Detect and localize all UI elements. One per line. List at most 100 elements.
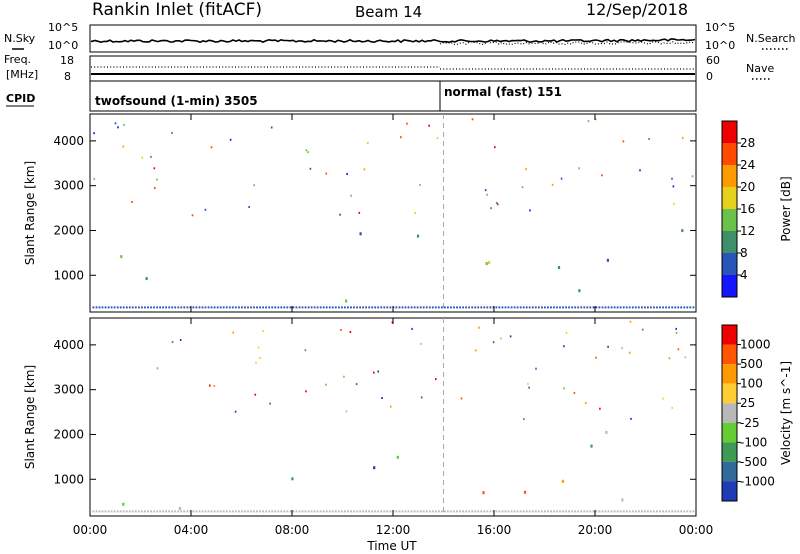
colorbar-frame	[721, 324, 738, 502]
echo-cell	[419, 183, 421, 186]
noise-sky-trace	[90, 38, 696, 44]
echo-cell	[691, 175, 694, 178]
echo-cell	[522, 306, 525, 309]
echo-cell	[441, 306, 443, 309]
echo-cell	[110, 510, 113, 513]
echo-cell	[628, 306, 631, 309]
echo-cell	[362, 306, 364, 309]
echo-cell	[583, 510, 586, 513]
nave-tick-bottom: 0	[706, 70, 713, 83]
echo-cell	[656, 306, 658, 309]
echo-cell	[428, 510, 431, 513]
echo-cell	[338, 510, 340, 513]
echo-cell	[537, 306, 540, 309]
echo-cell	[541, 510, 543, 513]
echo-cell	[159, 306, 161, 309]
echo-cell	[619, 306, 622, 309]
echo-cell	[298, 510, 301, 513]
echo-cell	[629, 320, 632, 323]
echo-cell	[590, 444, 593, 448]
echo-cell	[350, 194, 352, 197]
echo-cell	[634, 306, 637, 309]
echo-cell	[174, 510, 177, 513]
echo-cell	[179, 339, 182, 341]
nave-tick-top: 60	[706, 54, 720, 67]
noise-left-tick-top: 10^5	[48, 21, 78, 34]
echo-cell	[341, 510, 343, 513]
echo-cell	[677, 348, 680, 351]
echo-cell	[345, 410, 348, 413]
echo-cell	[668, 357, 671, 360]
echo-cell	[256, 306, 258, 309]
echo-cell	[225, 510, 228, 513]
echo-cell	[307, 151, 309, 154]
echo-cell	[189, 306, 192, 309]
echo-cell	[647, 510, 649, 513]
echo-cell	[671, 510, 674, 513]
echo-cell	[641, 328, 644, 331]
echo-cell	[213, 385, 216, 387]
echo-cell	[425, 306, 428, 309]
echo-cell	[147, 306, 149, 309]
echo-cell	[610, 510, 613, 513]
echo-cell	[162, 306, 164, 309]
colorbar-swatch	[722, 422, 737, 443]
echo-cell	[492, 510, 495, 513]
echo-cell	[622, 510, 625, 513]
echo-cell	[477, 510, 480, 513]
echo-cell	[377, 510, 380, 513]
echo-cell	[625, 510, 628, 513]
echo-cell	[480, 510, 483, 513]
echo-cell	[492, 306, 495, 309]
velocity-ylabel: Slant Range [km]	[23, 365, 37, 469]
y-tick-label: 3000	[53, 383, 84, 397]
echo-cell	[365, 306, 367, 309]
echo-cell	[571, 306, 574, 309]
echo-cell	[644, 510, 646, 513]
echo-cell	[486, 306, 489, 309]
echo-cell	[559, 306, 561, 309]
echo-cell	[259, 306, 261, 309]
echo-cell	[101, 510, 104, 513]
echo-cell	[677, 306, 680, 309]
echo-cell	[213, 510, 216, 513]
echo-cell	[513, 306, 516, 309]
echo-cell	[234, 410, 237, 413]
colorbar-tick-label: -25	[740, 416, 760, 430]
echo-cell	[289, 510, 292, 513]
echo-cell	[331, 306, 334, 309]
echo-cell	[286, 510, 289, 513]
echo-cell	[209, 384, 211, 387]
echo-cell	[231, 510, 234, 513]
echo-cell	[356, 510, 358, 513]
freq-label: Freq.	[4, 53, 31, 66]
colorbar-tick-label: 1000	[740, 338, 771, 352]
echo-cell	[145, 277, 148, 281]
echo-cell	[122, 145, 125, 148]
time-axis-label: Time UT	[366, 539, 417, 553]
echo-cell	[265, 510, 267, 513]
echo-cell	[395, 510, 398, 513]
echo-cell	[494, 146, 496, 149]
echo-cell	[484, 189, 487, 192]
echo-cell	[681, 229, 684, 233]
echo-cell	[488, 261, 491, 264]
echo-cell	[117, 126, 119, 129]
echo-cell	[353, 306, 355, 309]
colorbar-tick-label: -500	[740, 455, 767, 469]
echo-cell	[437, 306, 440, 309]
colorbar-tick-label: 16	[740, 202, 755, 216]
echo-cell	[671, 306, 674, 309]
echo-cell	[420, 342, 422, 345]
echo-cell	[492, 341, 495, 344]
noise-search-trace	[439, 40, 695, 46]
y-tick-label: 1000	[53, 472, 84, 486]
nave-label: Nave	[746, 62, 774, 75]
echo-cell	[671, 406, 673, 409]
echo-cell	[462, 510, 464, 513]
echo-cell	[495, 510, 498, 513]
echo-cell	[178, 507, 182, 510]
echo-cell	[525, 510, 528, 513]
echo-cell	[204, 510, 207, 513]
echo-cell	[125, 510, 128, 513]
